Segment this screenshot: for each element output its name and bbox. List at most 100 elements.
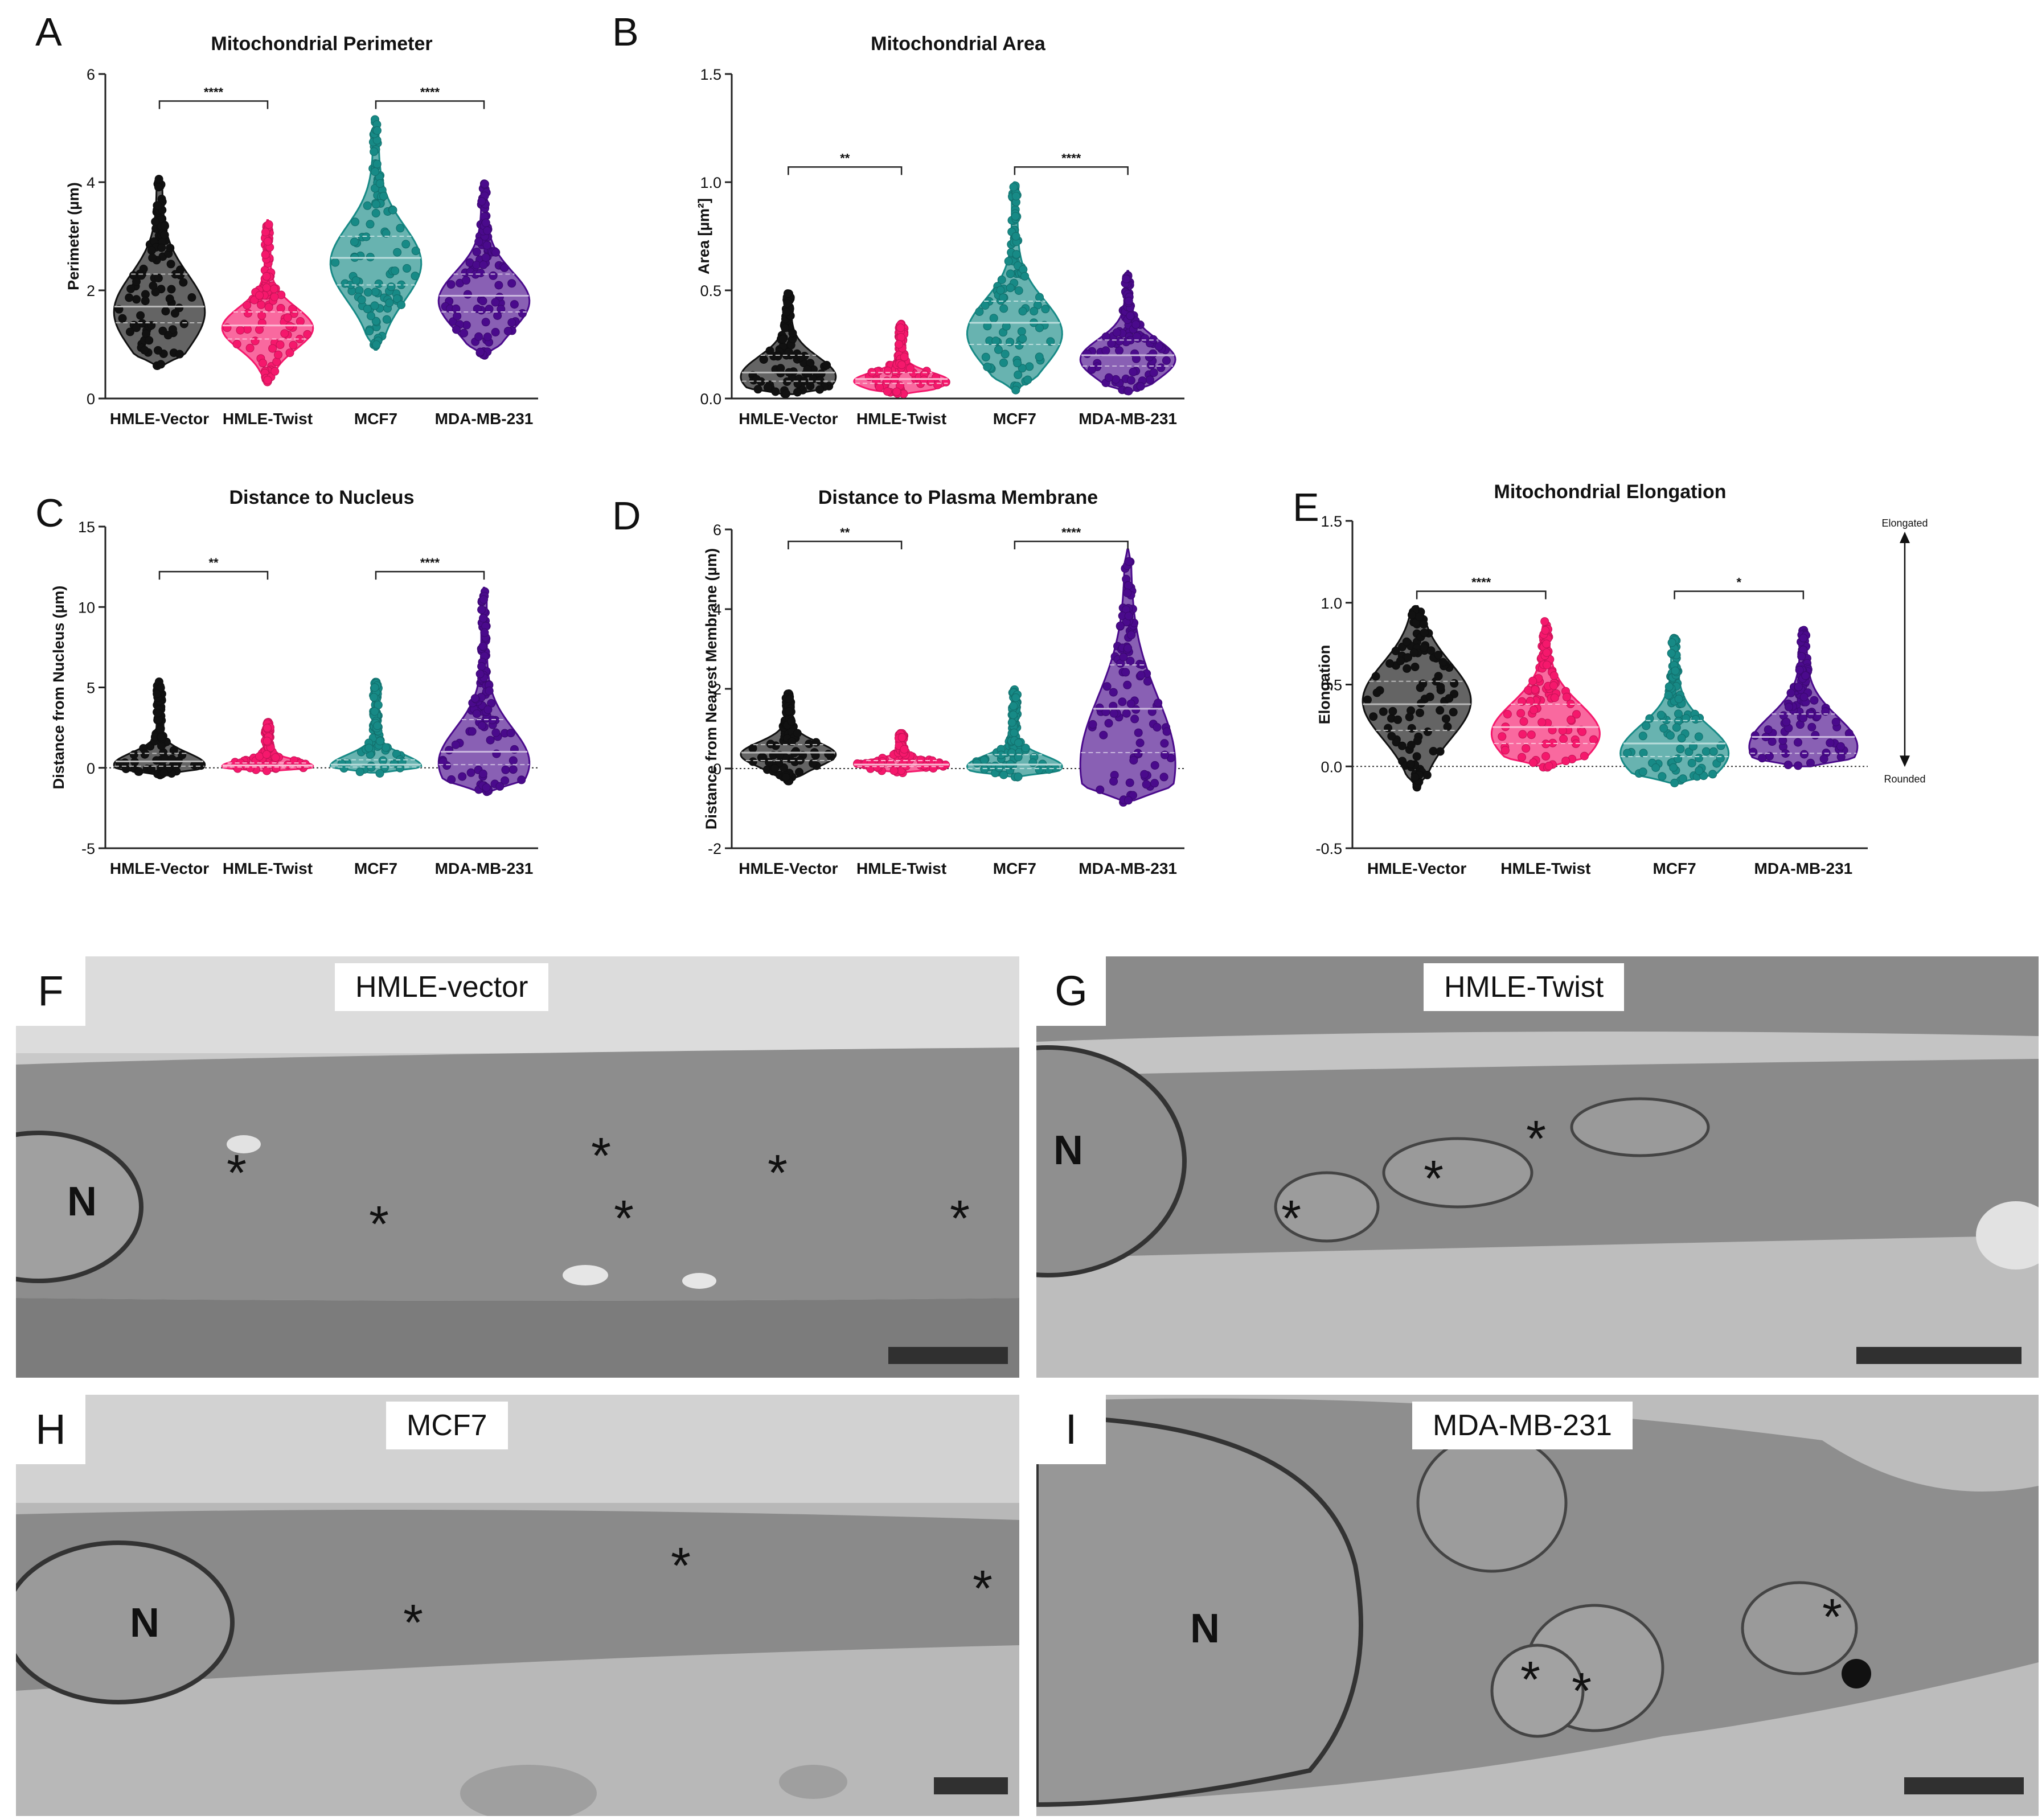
data-point <box>1157 363 1166 372</box>
data-point <box>1687 759 1696 767</box>
data-point <box>382 229 391 238</box>
data-point <box>1548 726 1557 734</box>
y-tick-label: 1.0 <box>1321 595 1342 612</box>
data-point <box>1140 770 1149 779</box>
x-tick-label: MCF7 <box>1653 860 1696 877</box>
data-point <box>1408 610 1416 619</box>
data-point <box>480 179 489 188</box>
data-point <box>257 311 266 320</box>
data-point <box>363 305 372 314</box>
data-point <box>132 295 141 304</box>
data-point <box>1416 708 1424 717</box>
data-point <box>1443 722 1452 731</box>
data-point <box>1542 648 1551 657</box>
arrow-head-down <box>1900 755 1910 767</box>
data-point <box>1379 707 1388 716</box>
data-point <box>1126 311 1135 321</box>
data-point <box>1101 346 1110 355</box>
data-point <box>270 293 279 302</box>
data-point <box>371 317 380 326</box>
data-point <box>1149 335 1158 344</box>
x-tick-label: MDA-MB-231 <box>1754 860 1853 877</box>
data-point <box>485 305 494 314</box>
data-point <box>126 284 136 293</box>
data-point <box>1123 680 1132 689</box>
data-point <box>1142 780 1151 789</box>
data-point <box>1127 630 1136 639</box>
data-point <box>1162 356 1171 365</box>
y-tick-label: 6 <box>713 521 721 539</box>
data-point <box>276 340 285 350</box>
data-point <box>1541 752 1551 761</box>
data-point <box>475 347 485 356</box>
data-point <box>1124 796 1133 805</box>
data-point <box>1549 681 1558 690</box>
data-point <box>1122 709 1131 718</box>
data-point <box>491 298 500 307</box>
data-point <box>1008 710 1018 720</box>
data-point <box>378 756 387 765</box>
x-tick-label: HMLE-Vector <box>1367 860 1466 877</box>
data-point <box>1012 250 1021 259</box>
data-point <box>1425 692 1434 701</box>
chart-panel-c: C Distance to Nucleus -5 0 5 10 15 Distance fro… <box>35 487 538 877</box>
data-point <box>1406 759 1415 769</box>
data-point <box>1434 651 1443 659</box>
data-point <box>1004 257 1013 266</box>
data-point <box>169 746 178 755</box>
x-tick-label: MDA-MB-231 <box>1079 860 1177 877</box>
data-point <box>1450 679 1459 688</box>
data-point <box>283 313 292 322</box>
data-point <box>1623 749 1632 758</box>
chart-panel-d: D Distance to Plasma Membrane -2 0 2 4 6 Distan… <box>612 487 1184 877</box>
mitochondrion-marker: * <box>614 1190 634 1247</box>
data-point <box>475 669 485 679</box>
data-point <box>1028 758 1038 767</box>
data-point <box>815 376 825 385</box>
data-point <box>1694 732 1703 741</box>
y-axis-label: Distance from Nearest Membrane (µm) <box>703 548 720 829</box>
chart-title: Mitochondrial Area <box>871 33 1046 55</box>
data-point <box>1149 368 1158 377</box>
data-point <box>803 365 812 374</box>
data-point <box>483 705 493 714</box>
data-point <box>1011 693 1020 702</box>
data-point <box>783 299 792 308</box>
data-point <box>255 752 264 761</box>
data-point <box>900 745 909 754</box>
data-point <box>793 729 802 738</box>
data-point <box>1434 672 1443 681</box>
mitochondrion-marker: * <box>1526 1111 1547 1168</box>
data-point <box>1124 297 1133 306</box>
data-point <box>896 333 905 342</box>
significance-bracket <box>375 100 485 109</box>
data-point <box>1023 375 1032 384</box>
panel-letter: C <box>35 491 64 535</box>
data-point <box>474 332 483 341</box>
data-point <box>1126 376 1135 385</box>
mitochondrion-marker: * <box>591 1128 612 1185</box>
data-point <box>787 717 796 726</box>
data-point <box>370 147 379 156</box>
data-point <box>1407 724 1416 733</box>
data-point <box>1405 713 1414 721</box>
data-point <box>1112 375 1121 384</box>
data-point <box>125 327 134 336</box>
data-point <box>1013 359 1022 368</box>
data-point <box>1658 772 1667 781</box>
scale-bar <box>1856 1347 2022 1364</box>
data-point <box>1413 736 1422 745</box>
significance-label: **** <box>1471 576 1491 590</box>
significance-bracket <box>788 540 903 549</box>
data-point <box>1709 747 1718 756</box>
data-point <box>495 782 505 791</box>
y-tick-label: -5 <box>81 840 95 857</box>
data-point <box>1410 773 1420 782</box>
data-point <box>458 772 467 781</box>
data-point <box>1677 734 1686 743</box>
significance-label: ** <box>840 525 850 540</box>
data-point <box>1396 656 1405 665</box>
data-point <box>1124 581 1133 590</box>
data-point <box>1011 232 1020 241</box>
data-point <box>153 689 162 699</box>
